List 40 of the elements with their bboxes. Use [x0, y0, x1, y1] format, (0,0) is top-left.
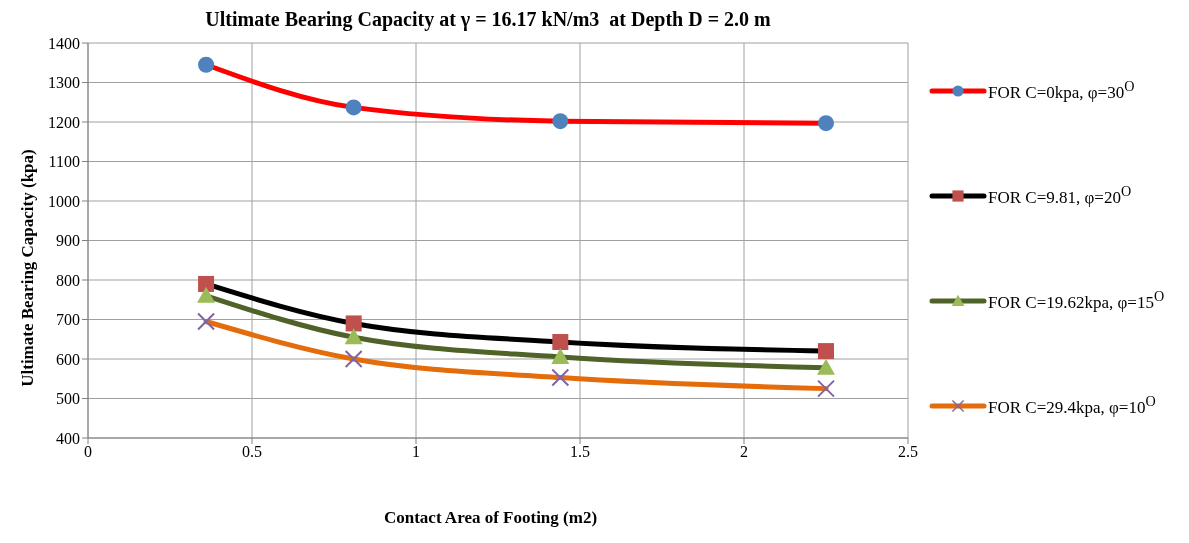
y-tick-label: 1400	[48, 34, 80, 52]
point	[198, 275, 215, 292]
point	[552, 334, 569, 351]
legend-label: FOR C=19.62kpa, φ=15$^{O}$	[988, 288, 1165, 313]
y-axis-title: Ultimate Bearing Capacity (kpa)	[18, 148, 38, 389]
y-tick-label: 600	[56, 350, 80, 368]
y-tick-label: 1300	[48, 74, 80, 92]
x-tick-label: 0	[84, 443, 92, 461]
point	[198, 56, 215, 73]
point	[817, 358, 835, 375]
point	[344, 350, 363, 368]
y-tick-label: 900	[56, 232, 80, 250]
x-tick-label: 1	[412, 443, 420, 461]
point	[817, 379, 835, 398]
legend-label: FOR C=9.81, φ=20$^{O}$	[988, 183, 1132, 208]
point	[345, 315, 362, 332]
x-axis-title: Contact Area of Footing (m2)	[382, 508, 599, 528]
point	[197, 312, 216, 331]
point	[345, 99, 362, 116]
point	[344, 328, 363, 345]
point	[552, 113, 569, 130]
x-tick-label: 2.5	[898, 443, 918, 461]
point	[551, 368, 570, 387]
point	[197, 286, 216, 303]
x-tick-label: 0.5	[242, 443, 262, 461]
point	[818, 115, 834, 132]
y-tick-label: 1100	[48, 153, 80, 171]
y-tick-label: 800	[56, 271, 80, 289]
y-tick-label: 700	[56, 311, 80, 329]
x-tick-label: 1.5	[570, 443, 590, 461]
legend-label: FOR C=0kpa, φ=30$^{O}$	[988, 78, 1135, 103]
y-tick-label: 1200	[48, 113, 80, 131]
y-tick-label: 1000	[48, 192, 80, 210]
y-tick-label: 500	[56, 390, 80, 408]
chart-title: Ultimate Bearing Capacity at γ = 16.17 kN/m3 at Depth D = 2.0 m	[205, 8, 771, 30]
x-tick-label: 2	[740, 443, 748, 461]
legend-label: FOR C=29.4kpa, φ=10$^{O}$	[988, 393, 1156, 418]
y-tick-label: 400	[56, 429, 80, 447]
point	[818, 343, 834, 360]
point	[551, 348, 570, 365]
